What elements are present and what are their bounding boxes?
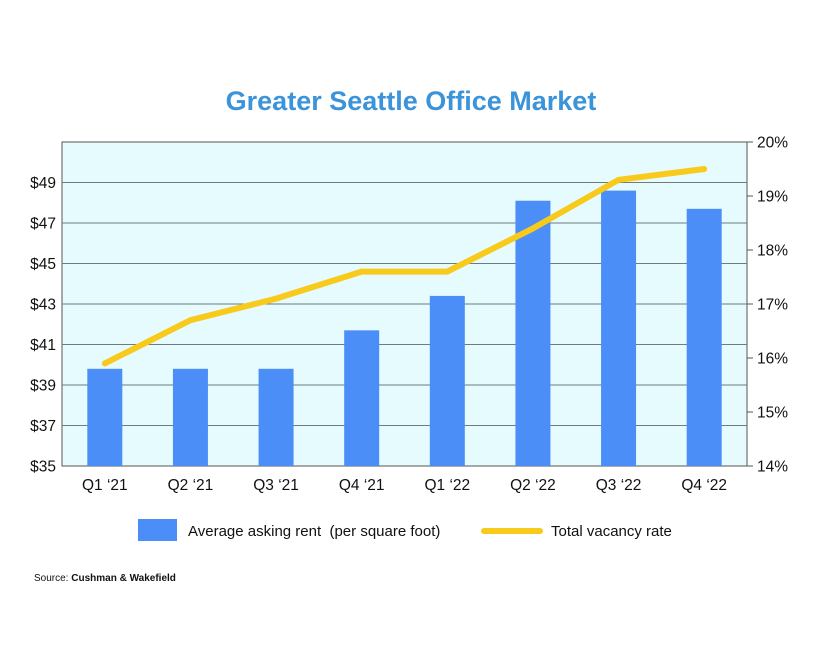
x-tick-label: Q1 ‘21 [82, 477, 128, 494]
right-axis: 14% 15% 16% 17% 18% 19% 20% [747, 135, 788, 476]
x-tick-label: Q4 ‘21 [339, 477, 385, 494]
vacancy-line [101, 166, 708, 367]
left-tick-label: $35 [30, 459, 56, 476]
bar [429, 295, 465, 466]
right-tick-label: 17% [757, 297, 788, 314]
x-tick-label: Q2 ‘21 [168, 477, 214, 494]
bar [686, 208, 722, 466]
left-tick-label: $39 [30, 378, 56, 395]
left-tick-label: $49 [30, 175, 56, 192]
x-tick-label: Q2 ‘22 [510, 477, 556, 494]
bar [601, 190, 637, 466]
chart-title: Greater Seattle Office Market [226, 86, 597, 116]
legend-label-rent: Average asking rent (per square foot) [188, 523, 440, 540]
legend: Average asking rent (per square foot) To… [138, 519, 672, 541]
right-tick-label: 18% [757, 243, 788, 260]
bar [258, 368, 294, 466]
left-tick-label: $47 [30, 216, 56, 233]
right-tick-label: 16% [757, 351, 788, 368]
bar-series [87, 190, 722, 466]
source-note: Source: Cushman & Wakefield [34, 573, 176, 584]
right-tick-label: 20% [757, 135, 788, 152]
bar [87, 368, 123, 466]
left-tick-label: $43 [30, 297, 56, 314]
legend-label-vacancy: Total vacancy rate [551, 523, 672, 540]
source-name: Cushman & Wakefield [71, 573, 176, 584]
right-tick-label: 15% [757, 405, 788, 422]
x-tick-label: Q4 ‘22 [681, 477, 727, 494]
left-tick-label: $37 [30, 418, 56, 435]
x-tick-label: Q3 ‘22 [596, 477, 642, 494]
line-series [101, 166, 708, 367]
x-axis: Q1 ‘21 Q2 ‘21 Q3 ‘21 Q4 ‘21 Q1 ‘22 Q2 ‘22 Q3 ‘… [82, 477, 727, 494]
x-tick-label: Q3 ‘21 [253, 477, 299, 494]
right-tick-label: 19% [757, 189, 788, 206]
left-axis: $35 $37 $39 $41 $43 $45 $47 $49 [30, 175, 56, 476]
source-label: Source: [34, 573, 71, 584]
bar [515, 200, 551, 466]
left-tick-label: $41 [30, 337, 56, 354]
bar [344, 330, 380, 466]
right-tick-label: 14% [757, 459, 788, 476]
left-tick-label: $45 [30, 256, 56, 273]
bar [172, 368, 208, 466]
legend-swatch-rent [138, 519, 177, 541]
x-tick-label: Q1 ‘22 [424, 477, 470, 494]
